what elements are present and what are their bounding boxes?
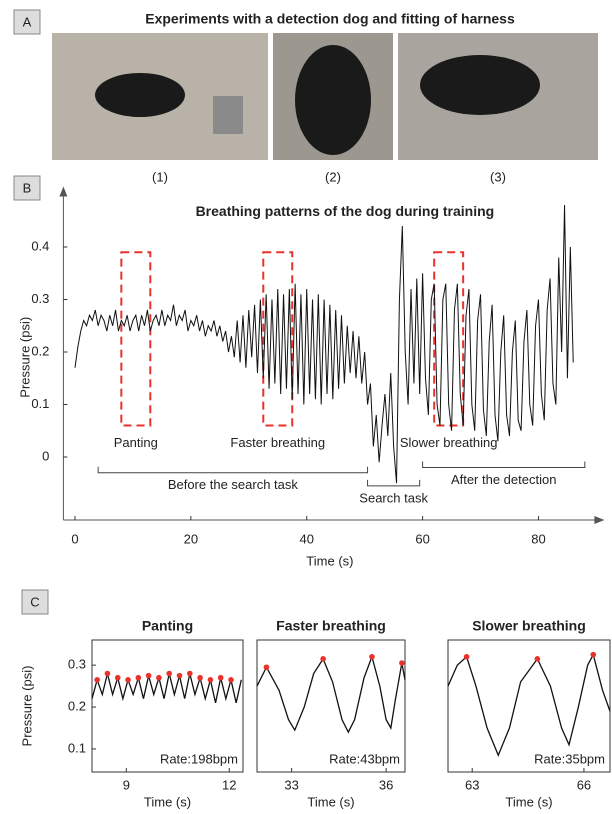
highlight-box — [433, 251, 465, 427]
peak-marker — [217, 674, 224, 681]
data-line — [256, 654, 406, 734]
photo-dog — [95, 73, 185, 117]
chart-title: Panting — [142, 618, 193, 634]
data-line — [91, 673, 242, 704]
data-line — [447, 652, 611, 757]
highlight-label: Slower breathing — [400, 435, 498, 450]
x-tick-label: 20 — [184, 531, 198, 546]
x-tick-label: 60 — [415, 531, 429, 546]
rate-label: Rate:43bpm — [329, 751, 400, 766]
panel-label-box — [13, 9, 41, 35]
rate-label: Rate:35bpm — [534, 751, 605, 766]
panel-label: C — [30, 594, 39, 609]
y-tick-label: 0.1 — [31, 396, 49, 411]
peak-marker — [114, 674, 121, 681]
bracket — [422, 461, 586, 468]
x-tick-label: 63 — [465, 777, 479, 792]
x-axis-label: Time (s) — [307, 794, 354, 809]
chart-title: Slower breathing — [472, 618, 586, 634]
panel-label-box — [21, 589, 49, 615]
peak-marker — [166, 670, 173, 677]
peak-marker — [228, 677, 234, 683]
peak-marker — [104, 670, 111, 677]
x-tick-label: 40 — [299, 531, 313, 546]
peak-marker — [176, 672, 183, 679]
panel-label: B — [23, 180, 32, 195]
photo-title: Experiments with a detection dog and fit… — [145, 11, 515, 27]
y-tick-label: 0.2 — [68, 698, 86, 713]
photo-caption: (1) — [152, 169, 168, 184]
x-axis-label: Time (s) — [306, 553, 353, 568]
peak-marker — [263, 664, 270, 671]
bracket-label: Before the search task — [168, 477, 299, 492]
rate-label: Rate:198bpm — [160, 751, 238, 766]
peak-marker — [187, 670, 193, 677]
chart-title: Faster breathing — [276, 618, 386, 634]
highlight-label: Panting — [114, 435, 158, 450]
peak-marker — [145, 672, 152, 679]
bracket — [97, 466, 369, 474]
highlight-label: Faster breathing — [230, 435, 325, 450]
photo-can — [213, 96, 243, 134]
axis-arrow — [594, 516, 605, 524]
y-tick-label: 0.3 — [31, 291, 49, 306]
peak-marker — [590, 651, 597, 658]
plot-frame — [91, 639, 244, 773]
bracket-label: After the detection — [451, 472, 557, 487]
x-axis-label: Time (s) — [144, 794, 191, 809]
axis-arrow — [59, 186, 68, 197]
peak-marker — [369, 653, 375, 660]
x-tick-label: 0 — [71, 531, 78, 546]
peak-marker — [156, 674, 162, 681]
peak-marker — [125, 677, 131, 683]
x-tick-label: 80 — [531, 531, 545, 546]
x-axis-label: Time (s) — [505, 794, 552, 809]
peak-marker — [320, 656, 326, 662]
peak-marker — [94, 677, 100, 683]
photo-dog — [295, 45, 371, 155]
peak-marker — [207, 677, 214, 683]
bracket — [367, 479, 421, 487]
x-tick-label: 12 — [222, 777, 236, 792]
x-tick-label: 33 — [284, 777, 298, 792]
y-tick-label: 0 — [42, 448, 49, 463]
bracket-label: Search task — [359, 490, 428, 505]
photo-dog — [420, 55, 540, 115]
y-tick-label: 0.2 — [31, 343, 49, 358]
y-tick-label: 0.3 — [68, 657, 86, 672]
peak-marker — [197, 674, 203, 681]
y-axis-label: Pressure (psi) — [17, 317, 32, 398]
chart-title: Breathing patterns of the dog during tra… — [196, 203, 495, 219]
photo-caption: (3) — [490, 169, 506, 184]
photo-caption: (2) — [325, 169, 341, 184]
panel-label: A — [23, 14, 32, 29]
plot-frame — [256, 639, 406, 773]
plot-frame — [447, 639, 611, 773]
peak-marker — [399, 660, 405, 666]
data-line — [74, 204, 574, 484]
peak-marker — [463, 653, 470, 660]
y-tick-label: 0.1 — [68, 740, 86, 755]
peak-marker — [534, 656, 541, 662]
y-tick-label: 0.4 — [31, 238, 49, 253]
x-tick-label: 9 — [123, 777, 130, 792]
x-tick-label: 36 — [379, 777, 393, 792]
highlight-box — [262, 251, 294, 427]
panel-label-box — [13, 175, 41, 201]
y-axis-label: Pressure (psi) — [19, 666, 34, 747]
peak-marker — [135, 674, 142, 681]
highlight-box — [120, 251, 152, 427]
x-tick-label: 66 — [577, 777, 591, 792]
